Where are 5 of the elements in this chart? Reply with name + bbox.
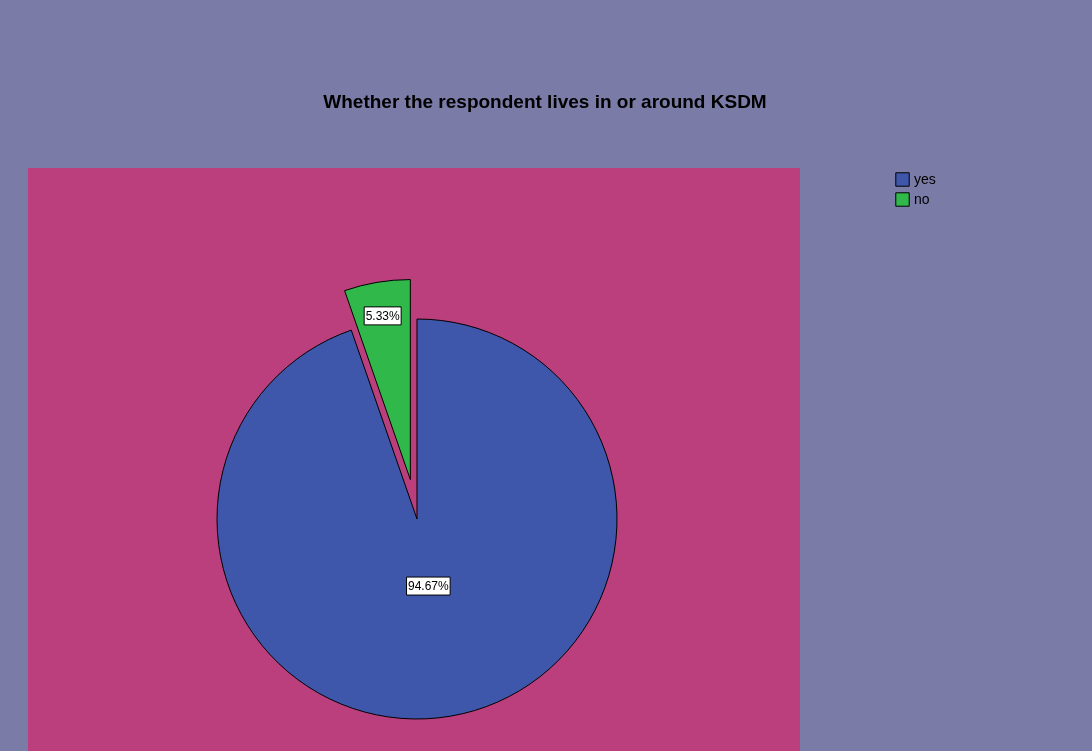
data-label: 5.33%	[365, 308, 401, 323]
legend-label: yes	[914, 170, 936, 187]
legend-label: no	[914, 190, 930, 207]
data-label: 94.67%	[407, 579, 450, 594]
chart-title: Whether the respondent lives in or around KSDM	[323, 91, 767, 112]
